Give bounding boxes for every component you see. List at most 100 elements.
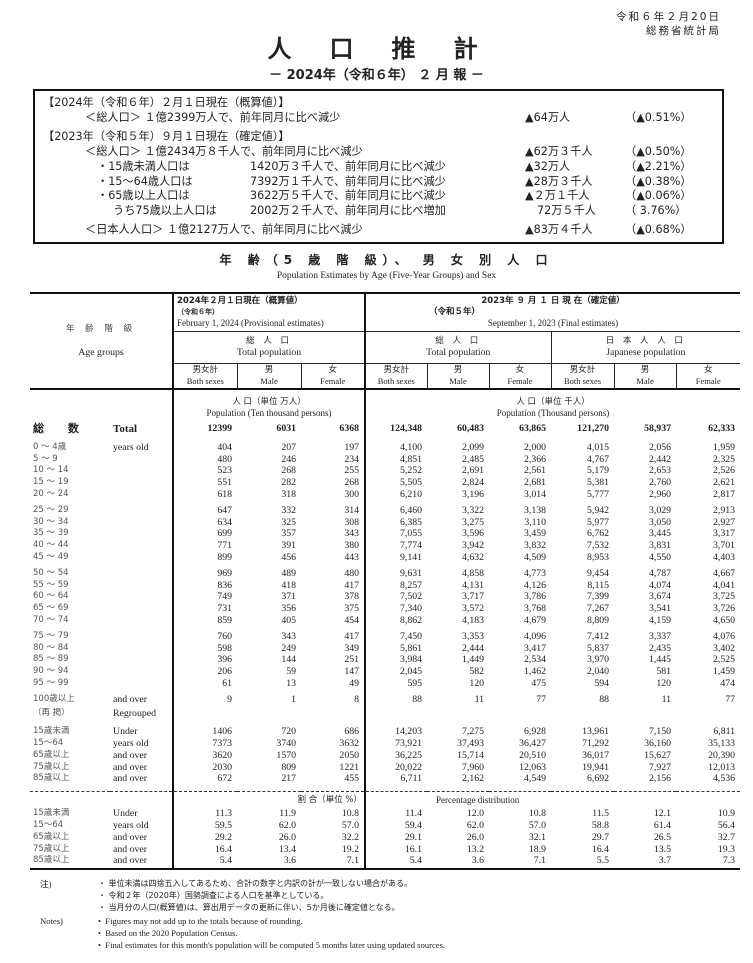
value-cell: 391 [281, 540, 297, 552]
row-label-jp: 85歳以上 [33, 855, 70, 866]
spacer [30, 439, 741, 442]
value-cell: 443 [344, 551, 360, 563]
value-cell: 404 [172, 442, 238, 454]
value-cell: 3,322 [461, 505, 485, 517]
row-label-jp: 35 ～ 39 [33, 528, 69, 539]
row-label-jp: 40 ～ 44 [33, 540, 69, 551]
value-cell: 4,667 [713, 568, 736, 580]
row-label-en [110, 465, 173, 477]
value-cell: 3,353 [461, 631, 485, 643]
percentage-row: 85歳以上 and over 5.4 3.6 7.1 5.4 3.6 7.1 5.5 3.7 7.3 [30, 855, 740, 867]
sex-header: 男女計 Both sexes [550, 363, 615, 389]
age-row: 45 ～ 49 899 456 443 9,141 4,632 4,509 8,953 4,55… [30, 551, 740, 563]
row-label-en [110, 666, 173, 678]
sex-header-jp: 男女計 [569, 364, 596, 375]
sex-header-jp: 女 [515, 364, 525, 375]
sex-header: 女 Female [300, 363, 366, 389]
note-jp: ・ 令和２年（2020年）国勢調査による人口を基準としている。 [98, 890, 329, 900]
value-cell: 4,100 [364, 442, 428, 454]
page-subtitle: － 2024年（令和６年） ２ 月 報 － [269, 68, 484, 83]
value-cell: 62.0 [278, 820, 297, 832]
value-cell: 16.1 [364, 843, 428, 856]
pct-header-jp: 割 合（単位 %） [297, 795, 363, 806]
value-cell: 349 [344, 642, 360, 654]
value-cell: 29.7 [591, 831, 610, 843]
value-cell: 147 [344, 665, 360, 677]
value-cell: 88 [364, 692, 428, 706]
value-cell: 809 [281, 761, 297, 773]
value-cell: 62,333 [708, 423, 736, 434]
value-cell: 1,959 [713, 442, 736, 454]
value-cell: 12,063 [519, 761, 547, 773]
value-cell: 4,773 [523, 568, 547, 580]
notes-jp-label: 注) [40, 878, 52, 889]
summary-2023-total: ＜総人口＞ １億2434万８千人で、前年同月に比べ減少 [85, 145, 363, 158]
row-label-en [110, 580, 173, 592]
value-cell: 380 [344, 540, 360, 552]
japanese-population-2023-en: Japanese population [606, 347, 686, 358]
note-en: • Figures may not add up to the totals b… [98, 915, 303, 926]
value-cell: 61 [172, 677, 238, 689]
page-title: 人口推計 [267, 35, 516, 63]
sex-header: 男 Male [236, 363, 302, 389]
value-cell: 3,596 [461, 528, 485, 540]
value-cell: 5,837 [586, 642, 610, 654]
japanese-population-2023: 日 本 人 人 口 Japanese population [550, 331, 741, 364]
value-cell: 26.0 [278, 831, 297, 843]
value-cell: 7,532 [586, 540, 610, 552]
value-cell: 8,862 [364, 614, 428, 626]
value-cell: 4,096 [523, 631, 547, 643]
value-cell: 3,317 [713, 528, 736, 540]
value-cell: 26.5 [653, 831, 672, 843]
summary-change: ▲64万人 [525, 111, 571, 124]
value-cell: 1,445 [648, 654, 672, 666]
value-cell: 417 [344, 631, 360, 643]
spacer [30, 721, 741, 726]
row-label-en [110, 540, 173, 552]
value-cell: 760 [172, 630, 238, 643]
value-cell: 13 [286, 677, 297, 689]
row-label-en [110, 631, 173, 643]
value-cell: 4,509 [523, 551, 547, 563]
value-cell: 6,928 [523, 726, 547, 738]
value-cell: 36,427 [519, 738, 547, 750]
row-label-jp: 90 ～ 94 [33, 665, 69, 676]
value-cell: 29.1 [364, 831, 428, 844]
row-label-jp: 85 ～ 89 [33, 654, 69, 665]
value-cell: 4,131 [461, 579, 485, 591]
value-cell: 396 [172, 654, 238, 666]
value-cell: 375 [344, 603, 360, 615]
value-cell: 3,831 [648, 540, 672, 552]
value-cell: 3.7 [658, 855, 672, 867]
age-group-en: Age groups [78, 347, 124, 358]
row-label-en [110, 591, 173, 603]
value-cell: 3,402 [713, 642, 736, 654]
value-cell: 7,960 [461, 761, 485, 773]
value-cell: 4,041 [713, 579, 736, 591]
value-cell: 5,977 [586, 516, 610, 528]
value-cell: 332 [281, 505, 297, 517]
value-cell: 7,450 [364, 630, 428, 643]
sex-header-en: Both sexes [563, 375, 602, 386]
value-cell: 11.3 [172, 807, 238, 820]
value-cell: 246 [281, 453, 297, 465]
unit-2023-en: Population (Thousand persons) [496, 408, 610, 418]
row-label-en: and over [113, 831, 148, 843]
summary-item-label: ・65歳以上人口は [97, 189, 190, 202]
value-cell: 3,726 [713, 603, 736, 615]
row-label-jp: 総 数 [33, 422, 89, 435]
value-cell: 16.4 [172, 843, 238, 856]
summary-change: ▲28万３千人 [525, 175, 593, 188]
value-cell: 60,483 [457, 423, 485, 434]
spacer [30, 625, 741, 631]
value-cell: 8,809 [586, 614, 610, 626]
value-cell: 3620 [172, 749, 238, 762]
sex-header-en: Male [260, 375, 278, 386]
japanese-population-2023-jp: 日 本 人 人 口 [605, 336, 686, 346]
regrouped-jp: （再 掲） [33, 708, 70, 719]
value-cell: 2,485 [461, 453, 485, 465]
row-label-jp: 15～64 [33, 738, 64, 749]
value-cell: 7,150 [648, 726, 672, 738]
value-cell: 2,526 [713, 465, 736, 477]
row-label-jp: 5 ～ 9 [33, 453, 58, 464]
